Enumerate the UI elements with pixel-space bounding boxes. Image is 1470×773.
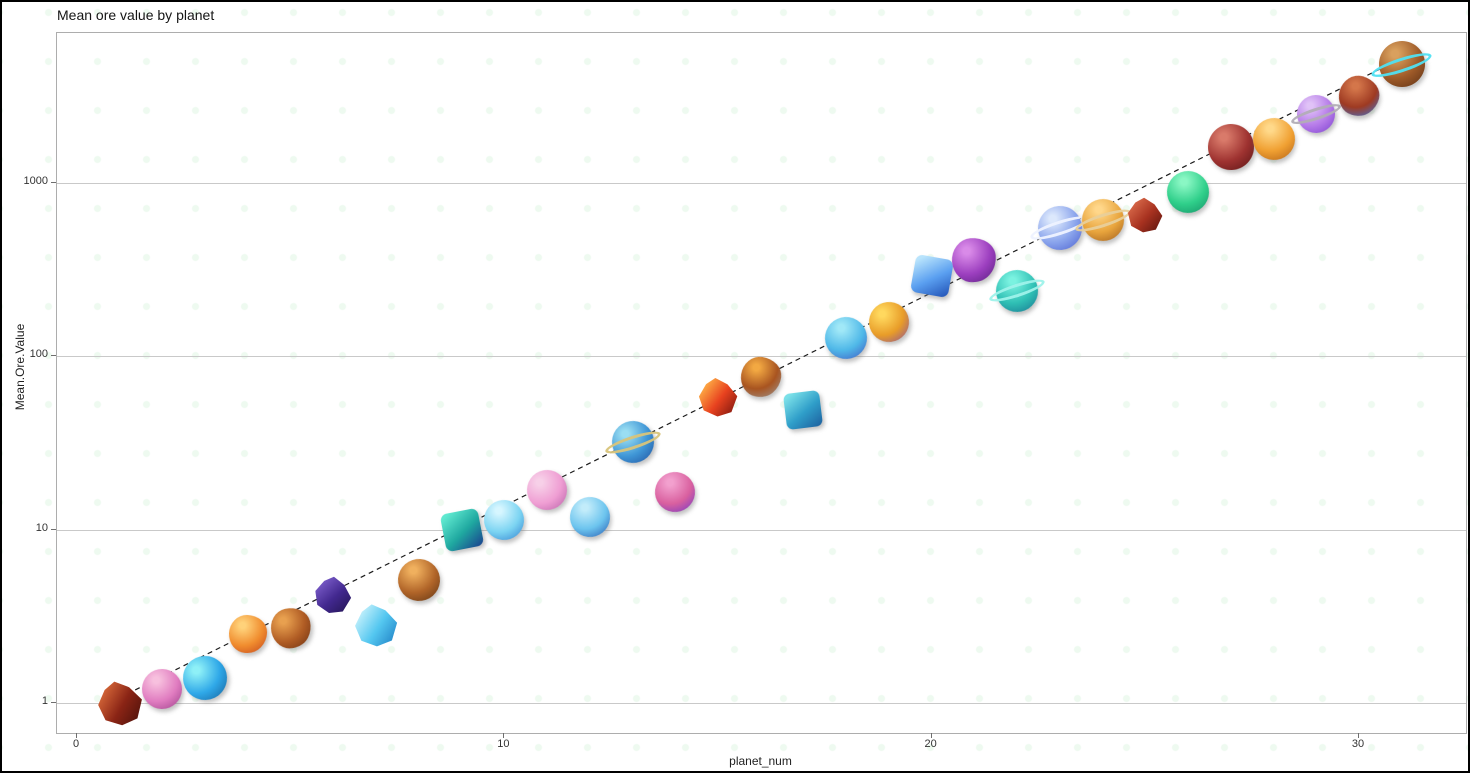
brown-spiked-boulder-icon — [266, 604, 315, 653]
ore-marker-dark-red-spiky-crystal — [97, 680, 143, 726]
teal-cube-green-leaves-icon — [783, 389, 824, 431]
ore-marker-red-lava-crystal — [698, 377, 738, 417]
ore-marker-red-rock-blue-crystals — [1334, 71, 1384, 121]
ore-marker-green-planet — [1162, 166, 1214, 217]
ore-marker-orange-ringed-planet — [1073, 195, 1133, 245]
x-tick-mark — [76, 733, 77, 738]
x-tick-label: 30 — [1351, 738, 1365, 750]
ore-marker-indigo-crystal — [314, 576, 352, 614]
ore-marker-pink-gem-orb — [142, 668, 183, 710]
blue-white-orb-icon — [567, 495, 612, 540]
y-tick-mark — [51, 355, 56, 357]
red-lava-crystal-icon — [695, 375, 740, 420]
y-tick-mark — [51, 182, 56, 183]
ore-marker-pink-bumpy-orb — [523, 466, 571, 513]
dark-red-spiky-crystal-icon — [92, 675, 148, 731]
ore-marker-brown-spiked-boulder — [266, 604, 315, 653]
gridline-y-1000 — [57, 183, 1466, 184]
y-tick-mark — [51, 528, 56, 530]
y-tick-label: 1 — [41, 695, 48, 707]
x-tick-mark — [930, 733, 932, 738]
y-tick-label: 1000 — [23, 175, 48, 187]
x-axis-label: planet_num — [729, 754, 792, 768]
orange-orb-cyan-patches-icon — [396, 557, 442, 603]
y-tick-label: 10 — [35, 521, 48, 534]
y-tick-mark — [51, 702, 56, 703]
ore-marker-blue-ice-cube — [909, 254, 954, 299]
x-tick-label: 10 — [497, 738, 510, 750]
orange-boulder-gray-rocks-icon — [738, 354, 784, 400]
x-tick-mark — [503, 733, 505, 738]
dark-red-rose-planet-icon — [1206, 122, 1255, 171]
green-planet-icon — [1162, 166, 1214, 217]
pink-bumpy-orb-icon — [523, 466, 571, 513]
plot-panel — [56, 32, 1467, 734]
ore-marker-teal-cube-green-leaves — [783, 389, 824, 431]
cyan-orb-gray-gears-icon — [822, 313, 871, 362]
ore-marker-red-brown-crystal-shard — [1127, 197, 1163, 233]
chart-title: Mean ore value by planet — [57, 7, 215, 23]
ore-marker-blue-white-orb — [567, 495, 612, 540]
ore-marker-light-blue-tall-crystal — [354, 603, 398, 647]
red-brown-crystal-shard-icon — [1126, 196, 1164, 234]
ore-marker-orange-boulder-gray-rocks — [738, 354, 784, 400]
blue-ice-cube-icon — [909, 254, 954, 299]
orange-spiky-sun-icon — [228, 614, 268, 654]
gridline-y-1 — [57, 703, 1466, 704]
cyan-leaf-orb-icon — [178, 650, 232, 705]
x-tick-mark — [1357, 733, 1359, 738]
ore-marker-teal-ringed-planet — [987, 266, 1047, 316]
purple-blob-planet-icon — [950, 236, 999, 284]
ore-marker-gold-orb-purple-rim — [866, 299, 911, 344]
y-axis-label: Mean.Ore.Value — [13, 323, 27, 411]
indigo-crystal-icon — [313, 575, 353, 615]
gridline-y-10 — [57, 529, 1466, 531]
red-rock-blue-crystals-icon — [1334, 71, 1384, 121]
ore-marker-orange-swirl-planet — [1248, 113, 1299, 165]
ore-marker-purple-orb-gray-ring — [1289, 94, 1344, 134]
x-tick-label: 20 — [924, 738, 937, 750]
y-tick-label: 100 — [29, 348, 48, 361]
ore-marker-cyan-orb-gray-gears — [822, 313, 871, 362]
teal-blue-cube-gem-icon — [439, 507, 484, 552]
ore-marker-brown-planet-cyan-ring — [1369, 41, 1435, 88]
ore-marker-teal-blue-cube-gem — [439, 507, 484, 552]
pink-purple-rose-orb-icon — [652, 469, 698, 515]
ore-marker-cyan-leaf-orb — [178, 650, 232, 705]
ore-marker-dark-red-rose-planet — [1206, 122, 1255, 171]
x-tick-label: 0 — [72, 738, 80, 750]
ore-marker-orange-orb-cyan-patches — [396, 557, 442, 603]
light-blue-tall-crystal-icon — [350, 599, 402, 651]
brown-planet-cyan-ring-icon — [1378, 41, 1425, 88]
gold-orb-purple-rim-icon — [866, 299, 911, 344]
ice-blue-spiky-orb-icon — [482, 498, 526, 542]
pink-gem-orb-icon — [142, 668, 183, 710]
ore-marker-pink-purple-rose-orb — [652, 469, 698, 515]
ore-marker-orange-spiky-sun — [228, 614, 268, 654]
ore-marker-blue-planet-gold-spear — [602, 418, 663, 467]
ore-marker-ice-blue-spiky-orb — [482, 498, 526, 542]
ore-marker-purple-blob-planet — [950, 236, 999, 284]
